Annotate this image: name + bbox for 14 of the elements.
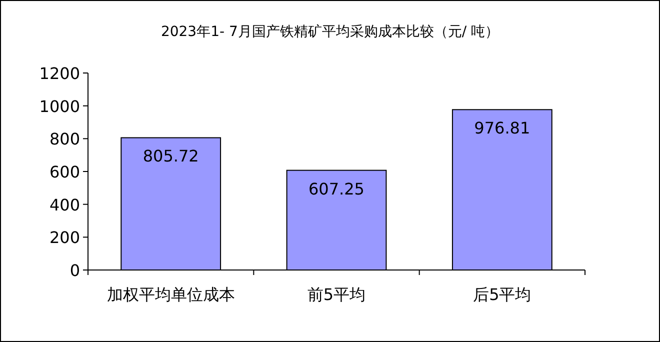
x-tick-label: 加权平均单位成本 — [106, 285, 235, 304]
y-tick-label: 1200 — [39, 64, 80, 83]
x-tick-label: 前5平均 — [307, 285, 366, 304]
y-tick-label: 0 — [70, 261, 80, 280]
data-label: 976.81 — [474, 118, 530, 138]
chart-title: 2023年1- 7月国产铁精矿平均采购成本比较（元/ 吨） — [160, 24, 500, 40]
y-tick-label: 1000 — [39, 96, 80, 116]
y-tick-label: 200 — [49, 228, 80, 248]
data-label: 607.25 — [308, 179, 364, 198]
data-label: 805.72 — [142, 146, 199, 166]
y-tick-label: 600 — [49, 162, 80, 182]
y-tick-label: 400 — [49, 195, 80, 214]
y-tick-label: 800 — [49, 130, 80, 149]
x-tick-label: 后5平均 — [473, 285, 532, 304]
